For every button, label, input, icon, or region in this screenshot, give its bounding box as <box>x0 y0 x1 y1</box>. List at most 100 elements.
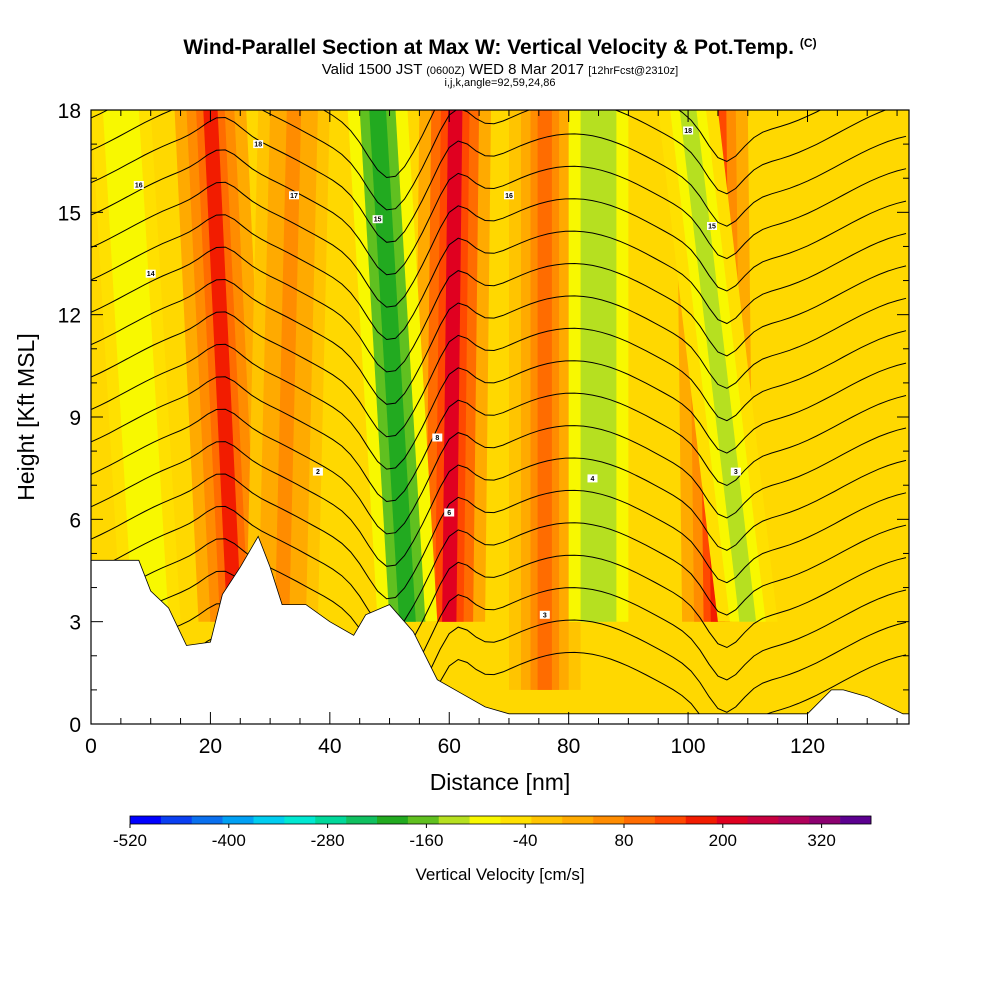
contour-label-text-11: 16 <box>505 193 513 200</box>
contour-labels: 2 8 6 3 4 3 16 14 18 17 15 16 18 15 <box>133 126 741 619</box>
y-tick-label-9: 9 <box>69 407 81 430</box>
colorbar-label-320: 320 <box>807 831 835 850</box>
x-tick-label-120: 120 <box>790 735 825 758</box>
contour-label-text-7: 14 <box>147 271 155 278</box>
terrain-mask <box>91 535 909 724</box>
updraft-band-1-level-3 <box>274 110 302 622</box>
chart-title-mark: (C) <box>799 36 817 50</box>
y-tick-label-0: 0 <box>69 714 81 737</box>
contour-label-text-4: 4 <box>591 476 595 483</box>
colorbar-title: Vertical Velocity [cm/s] <box>415 865 584 884</box>
contour-label-9: 17 <box>289 191 299 200</box>
colorbar-swatch-20 <box>747 816 779 824</box>
contour-label-text-12: 18 <box>684 128 692 135</box>
theta-contour-2 <box>91 570 907 697</box>
contour-label-5: 3 <box>730 467 741 476</box>
y-tick-label-12: 12 <box>58 305 81 328</box>
contour-label-text-0: 2 <box>316 469 320 476</box>
x-axis-title: Distance [nm] <box>430 769 571 795</box>
colorbar-swatch-16 <box>624 816 656 824</box>
y-tick-label-15: 15 <box>58 202 81 225</box>
contour-label-bg-10 <box>372 215 383 224</box>
colorbar-swatch-6 <box>315 816 347 824</box>
contour-label-bg-0 <box>312 467 323 476</box>
colorbar-label--400: -400 <box>212 831 246 850</box>
contour-label-1: 8 <box>432 433 443 442</box>
contour-label-0: 2 <box>312 467 323 476</box>
colorbar-swatch-1 <box>160 816 193 824</box>
contour-label-bg-3 <box>539 610 550 619</box>
contour-label-bg-4 <box>587 474 598 483</box>
contour-label-6: 16 <box>133 181 144 190</box>
contour-label-text-8: 18 <box>254 142 262 149</box>
chart-title-main: Wind-Parallel Section at Max W: Vertical… <box>183 36 794 59</box>
contour-label-bg-11 <box>504 191 514 200</box>
theta-contour-7 <box>91 408 907 535</box>
chart-title: Wind-Parallel Section at Max W: Vertical… <box>0 36 1000 60</box>
subtitle-utc: (0600Z) <box>426 65 465 77</box>
colorbar-swatch-15 <box>593 816 625 824</box>
colorbar-swatch-12 <box>500 816 532 824</box>
colorbar-swatch-14 <box>562 816 594 824</box>
subtitle-date: WED 8 Mar 2017 <box>468 61 585 78</box>
y-axis-title: Height [Kft MSL] <box>13 333 39 500</box>
theta-contour-12 <box>91 246 907 373</box>
contour-label-text-5: 3 <box>734 469 738 476</box>
colorbar-swatch-4 <box>253 816 285 824</box>
theta-contour-6 <box>91 441 907 567</box>
theta-contour-18 <box>91 110 822 179</box>
colorbar-label-200: 200 <box>709 831 737 850</box>
downdraft-band-1-level-2 <box>590 110 607 622</box>
subtitle-forecast: [12hrFcst@2310z] <box>588 65 679 77</box>
contour-label-text-3: 3 <box>543 612 547 619</box>
contour-label-7: 14 <box>145 269 156 278</box>
colorbar-swatch-17 <box>654 816 687 824</box>
contour-label-bg-1 <box>432 433 443 442</box>
colorbar-swatch-13 <box>531 816 563 824</box>
contour-label-2: 6 <box>444 508 455 517</box>
contour-label-11: 16 <box>504 191 514 200</box>
colorbar-label--160: -160 <box>409 831 443 850</box>
y-tick-label-3: 3 <box>69 612 81 635</box>
colorbar-frame <box>129 815 872 825</box>
colorbar-swatch-9 <box>407 816 440 824</box>
x-axis: 0 20 40 60 80 100 120 <box>85 110 898 758</box>
theta-contour-13 <box>91 214 907 341</box>
colorbar-label--280: -280 <box>311 831 345 850</box>
y-axis: 0 3 6 9 12 15 18 <box>58 100 909 737</box>
contour-label-bg-7 <box>145 269 156 278</box>
colorbar-label-80: 80 <box>615 831 634 850</box>
plot-area: 2 8 6 3 4 3 16 14 18 17 15 16 18 15 <box>91 110 909 724</box>
contour-label-text-6: 16 <box>135 183 143 190</box>
x-tick-label-60: 60 <box>438 735 461 758</box>
colorbar-swatch-3 <box>222 816 254 824</box>
updraft-band-0-level-3 <box>203 110 242 622</box>
contour-label-text-1: 8 <box>435 435 439 442</box>
contour-label-text-9: 17 <box>290 193 298 200</box>
contour-label-10: 15 <box>372 215 383 224</box>
colorbar-label--520: -520 <box>113 831 147 850</box>
theta-contour-4 <box>91 505 907 632</box>
colorbar-swatch-8 <box>377 816 409 824</box>
colorbar: -520 -400 -280 -160 -40 80 200 320 <box>113 815 872 850</box>
updraft-band-2-level-3 <box>442 110 463 622</box>
theta-contour-11 <box>91 278 907 405</box>
colorbar-swatch-22 <box>809 816 841 824</box>
x-tick-label-20: 20 <box>199 735 222 758</box>
velocity-bands <box>91 110 778 690</box>
colorbar-label--40: -40 <box>513 831 538 850</box>
x-tick-label-40: 40 <box>318 735 341 758</box>
contour-label-bg-12 <box>683 126 694 135</box>
contour-label-bg-2 <box>444 508 455 517</box>
x-tick-label-0: 0 <box>85 735 97 758</box>
theta-contour-8 <box>91 376 907 503</box>
contour-label-bg-5 <box>730 467 741 476</box>
contour-label-13: 15 <box>707 222 717 231</box>
theta-contour-15 <box>91 149 907 276</box>
contour-label-text-2: 6 <box>447 510 451 517</box>
colorbar-swatch-18 <box>685 816 717 824</box>
contour-label-8: 18 <box>253 140 264 149</box>
colorbar-swatch-11 <box>469 816 501 824</box>
theta-contour-10 <box>91 311 907 438</box>
